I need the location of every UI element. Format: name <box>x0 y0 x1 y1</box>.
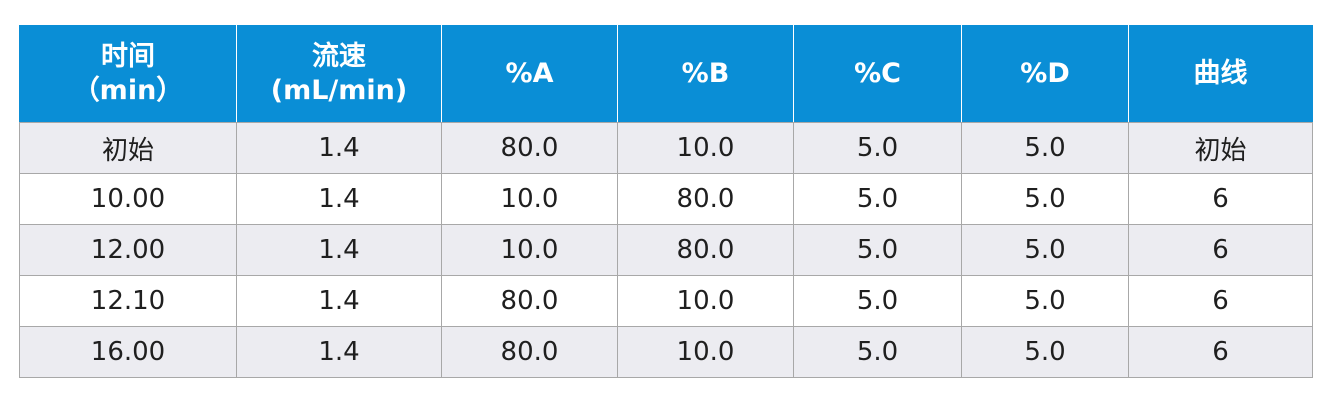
cell-curve: 6 <box>1128 326 1313 378</box>
cell-time: 12.00 <box>19 224 237 276</box>
cell-time: 初始 <box>19 122 237 174</box>
cell-curve: 6 <box>1128 275 1313 327</box>
header-time: 时间 （min） <box>19 25 237 123</box>
cell-flow: 1.4 <box>236 122 442 174</box>
cell-percent-c: 5.0 <box>793 275 962 327</box>
cell-percent-a: 80.0 <box>441 122 618 174</box>
header-percent-b: %B <box>617 25 794 123</box>
header-percent-a: %A <box>441 25 618 123</box>
cell-percent-c: 5.0 <box>793 224 962 276</box>
cell-percent-b: 80.0 <box>617 224 794 276</box>
cell-curve: 6 <box>1128 173 1313 225</box>
cell-percent-d: 5.0 <box>961 173 1129 225</box>
header-row: 时间 （min） 流速 (mL/min) %A %B %C %D 曲线 <box>19 25 1313 123</box>
cell-percent-a: 80.0 <box>441 326 618 378</box>
cell-time: 12.10 <box>19 275 237 327</box>
cell-time: 16.00 <box>19 326 237 378</box>
cell-percent-c: 5.0 <box>793 122 962 174</box>
cell-flow: 1.4 <box>236 326 442 378</box>
cell-percent-a: 80.0 <box>441 275 618 327</box>
cell-percent-d: 5.0 <box>961 122 1129 174</box>
gradient-table: 时间 （min） 流速 (mL/min) %A %B %C %D 曲线 初始 1… <box>19 25 1313 378</box>
cell-percent-d: 5.0 <box>961 224 1129 276</box>
table-row: 12.10 1.4 80.0 10.0 5.0 5.0 6 <box>19 275 1313 327</box>
table-row: 初始 1.4 80.0 10.0 5.0 5.0 初始 <box>19 122 1313 174</box>
cell-curve: 初始 <box>1128 122 1313 174</box>
cell-flow: 1.4 <box>236 224 442 276</box>
cell-percent-b: 10.0 <box>617 275 794 327</box>
cell-percent-c: 5.0 <box>793 173 962 225</box>
header-percent-d: %D <box>961 25 1129 123</box>
header-time-label: 时间 <box>101 41 155 72</box>
cell-flow: 1.4 <box>236 173 442 225</box>
cell-percent-a: 10.0 <box>441 173 618 225</box>
header-curve: 曲线 <box>1128 25 1313 123</box>
cell-percent-a: 10.0 <box>441 224 618 276</box>
cell-percent-b: 10.0 <box>617 326 794 378</box>
header-percent-c: %C <box>793 25 962 123</box>
cell-time: 10.00 <box>19 173 237 225</box>
cell-flow: 1.4 <box>236 275 442 327</box>
header-flow-label: 流速 <box>312 41 366 72</box>
cell-percent-b: 10.0 <box>617 122 794 174</box>
table-row: 16.00 1.4 80.0 10.0 5.0 5.0 6 <box>19 326 1313 378</box>
cell-percent-d: 5.0 <box>961 275 1129 327</box>
cell-percent-c: 5.0 <box>793 326 962 378</box>
header-time-unit: （min） <box>72 75 184 106</box>
cell-percent-d: 5.0 <box>961 326 1129 378</box>
table-row: 10.00 1.4 10.0 80.0 5.0 5.0 6 <box>19 173 1313 225</box>
header-flow-unit: (mL/min) <box>270 75 408 106</box>
header-flow: 流速 (mL/min) <box>236 25 442 123</box>
table-row: 12.00 1.4 10.0 80.0 5.0 5.0 6 <box>19 224 1313 276</box>
cell-curve: 6 <box>1128 224 1313 276</box>
cell-percent-b: 80.0 <box>617 173 794 225</box>
